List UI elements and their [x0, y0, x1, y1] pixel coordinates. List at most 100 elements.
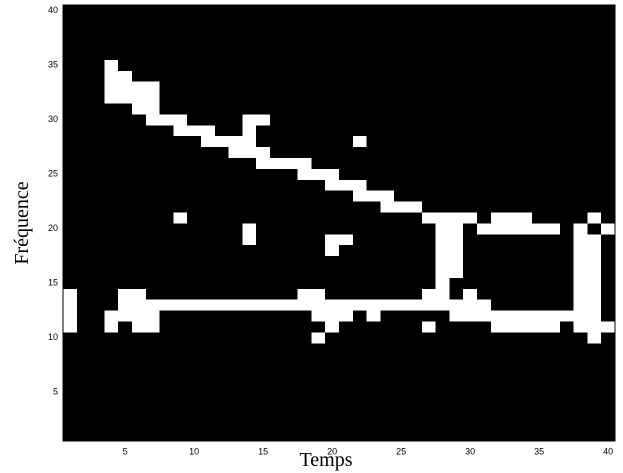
cell	[76, 310, 91, 322]
cell	[283, 321, 298, 333]
cell	[477, 342, 492, 355]
cell	[325, 146, 340, 158]
x-tick-label: 15	[258, 446, 268, 456]
cell	[421, 146, 436, 158]
cell	[297, 103, 312, 115]
cell	[63, 223, 78, 235]
cell	[228, 430, 243, 442]
cell	[242, 430, 257, 442]
cell	[187, 124, 202, 137]
cell	[63, 26, 78, 39]
cell	[601, 81, 616, 93]
cell	[283, 277, 298, 289]
cell	[421, 408, 436, 420]
cell	[228, 255, 243, 267]
cell	[270, 190, 285, 202]
cell	[504, 288, 519, 300]
cell	[311, 157, 326, 169]
cell	[256, 92, 271, 104]
cell	[145, 332, 160, 344]
cell	[297, 386, 312, 398]
cell	[118, 114, 133, 126]
cell	[518, 15, 533, 28]
cell	[270, 146, 285, 158]
cell	[270, 114, 285, 126]
cell	[546, 201, 561, 213]
cell	[242, 277, 257, 289]
cell	[90, 375, 105, 387]
cell	[132, 364, 147, 376]
cell	[187, 386, 202, 398]
cell	[118, 179, 133, 191]
cell	[270, 266, 285, 278]
cell	[366, 114, 381, 126]
cell	[449, 430, 464, 442]
cell	[463, 212, 478, 224]
cell	[477, 277, 492, 289]
cell	[366, 332, 381, 344]
cell	[242, 397, 257, 409]
cell	[187, 266, 202, 278]
cell	[463, 299, 478, 311]
cell	[394, 266, 409, 278]
cell	[214, 397, 229, 409]
cell	[132, 168, 147, 180]
cell	[214, 146, 229, 158]
cell	[366, 15, 381, 28]
cell	[173, 146, 188, 158]
cell	[366, 277, 381, 289]
cell	[477, 81, 492, 93]
cell	[339, 48, 354, 60]
cell	[187, 157, 202, 169]
cell	[76, 146, 91, 158]
cell	[270, 386, 285, 398]
cell	[435, 332, 450, 344]
cell	[270, 59, 285, 71]
cell	[352, 386, 367, 398]
cell	[532, 190, 547, 202]
cell	[132, 114, 147, 126]
cell	[394, 81, 409, 93]
cell	[63, 408, 78, 420]
cell	[76, 321, 91, 333]
cell	[504, 419, 519, 431]
cell	[366, 310, 381, 322]
cell	[201, 288, 216, 300]
cell	[573, 212, 588, 224]
cell	[546, 321, 561, 333]
cell	[63, 233, 78, 246]
cell	[76, 244, 91, 257]
cell	[449, 277, 464, 289]
cell	[504, 386, 519, 398]
cell	[408, 135, 423, 148]
cell	[228, 37, 243, 49]
cell	[104, 168, 119, 180]
cell	[408, 48, 423, 60]
cell	[173, 92, 188, 104]
cell	[104, 157, 119, 169]
cell	[325, 190, 340, 202]
cell	[90, 201, 105, 213]
cell	[173, 26, 188, 39]
cell	[242, 157, 257, 169]
cell	[504, 244, 519, 257]
cell	[76, 26, 91, 39]
cell	[159, 321, 174, 333]
cell	[297, 342, 312, 355]
cell	[325, 408, 340, 420]
cell	[311, 26, 326, 39]
cell	[601, 353, 616, 366]
cell	[90, 92, 105, 104]
cell	[559, 353, 574, 366]
cell	[159, 81, 174, 93]
cell	[256, 146, 271, 158]
cell	[339, 299, 354, 311]
cell	[173, 201, 188, 213]
cell	[601, 419, 616, 431]
cell	[435, 5, 450, 17]
cell	[352, 70, 367, 82]
cell	[242, 310, 257, 322]
cell	[435, 124, 450, 137]
cell	[283, 299, 298, 311]
cell	[490, 37, 505, 49]
